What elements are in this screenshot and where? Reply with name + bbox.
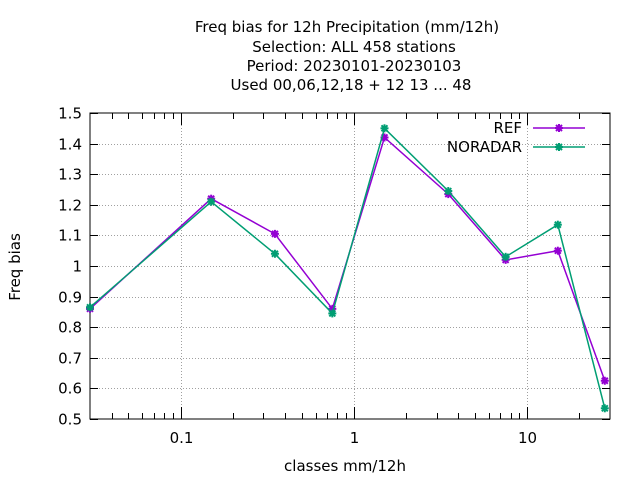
title-line-3: Period: 20230101-20230103: [247, 57, 462, 75]
y-tick-label: 0.6: [58, 380, 82, 398]
x-tick-label: 10: [518, 429, 537, 447]
title-line-1: Freq bias for 12h Precipitation (mm/12h): [195, 18, 499, 36]
y-tick-label: 1.5: [58, 105, 82, 123]
y-tick-label: 0.5: [58, 411, 82, 429]
y-tick-label: 1.2: [58, 197, 82, 215]
y-tick-label: 0.7: [58, 350, 82, 368]
point-marker: [555, 124, 563, 132]
x-axis-title: classes mm/12h: [284, 457, 406, 475]
point-marker: [270, 249, 279, 258]
y-tick-label: 1.1: [58, 227, 82, 245]
point-marker: [86, 303, 94, 312]
point-marker: [600, 376, 609, 385]
point-marker: [444, 187, 453, 196]
legend-label: REF: [493, 119, 522, 137]
series-noradar: [86, 124, 609, 413]
y-tick-label: 1.4: [58, 136, 82, 154]
y-axis-title: Freq bias: [6, 233, 24, 301]
y-tick-label: 0.9: [58, 289, 82, 307]
point-marker: [207, 197, 216, 206]
legend-label: NORADAR: [447, 138, 522, 156]
y-tick-label: 0.8: [58, 319, 82, 337]
point-marker: [553, 246, 562, 255]
grid: [90, 113, 610, 419]
point-marker: [328, 309, 337, 318]
plot-frame: [89, 112, 611, 420]
title-line-4: Used 00,06,12,18 + 12 13 ... 48: [231, 76, 472, 94]
point-marker: [600, 404, 609, 413]
series-layer: [86, 124, 609, 413]
title-line-2: Selection: ALL 458 stations: [252, 38, 456, 56]
point-marker: [555, 143, 563, 151]
point-marker: [270, 229, 279, 238]
x-tick-label: 1: [350, 429, 360, 447]
y-tick-label: 1: [72, 258, 82, 276]
point-marker: [501, 252, 510, 261]
point-marker: [553, 220, 562, 229]
chart-title: Freq bias for 12h Precipitation (mm/12h)…: [195, 18, 499, 94]
point-marker: [380, 124, 389, 133]
tick-labels: 0.5 0.6 0.7 0.8 0.9 1 1.1 1.2 1.3 1.4 1.5 0.1 1 10: [58, 105, 537, 448]
y-tick-label: 1.3: [58, 166, 82, 184]
axis-ticks: [90, 113, 610, 420]
x-tick-label: 0.1: [170, 429, 194, 447]
